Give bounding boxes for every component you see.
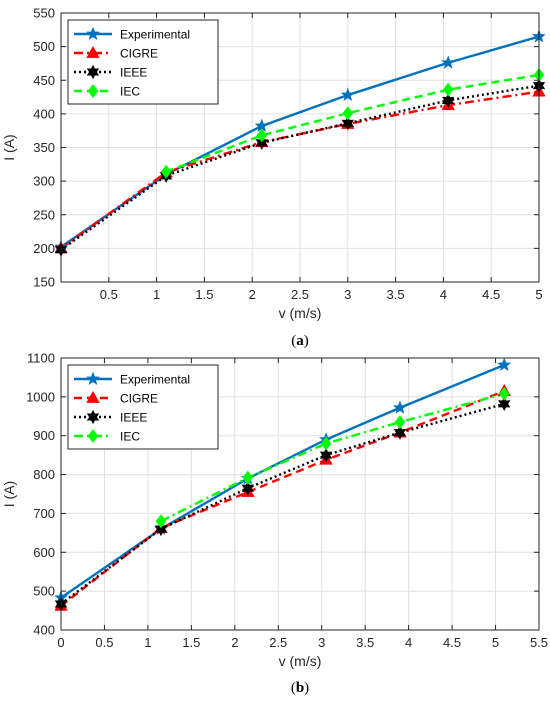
y-tick-label: 150 xyxy=(33,275,55,290)
y-axis-label: I (A) xyxy=(1,481,17,507)
series-line-iec xyxy=(165,73,540,173)
series-line-cigre xyxy=(60,389,505,607)
y-tick-label: 1100 xyxy=(27,351,55,366)
y-tick-label: 700 xyxy=(33,506,55,521)
legend-label-experimental: Experimental xyxy=(120,28,190,42)
legend-marker-iec xyxy=(87,429,99,443)
y-tick-label: 600 xyxy=(33,545,55,560)
data-point-experimental xyxy=(497,357,512,371)
data-point-ieee xyxy=(441,93,455,108)
legend-label-ieee: IEEE xyxy=(120,66,147,80)
legend-marker-ieee xyxy=(86,409,100,425)
x-tick-label: 2 xyxy=(249,287,256,302)
legend-label-cigre: CIGRE xyxy=(120,47,158,61)
x-tick-label: 1 xyxy=(153,287,160,302)
y-tick-label: 500 xyxy=(33,584,55,599)
chart-panel-a: 0.5 1 1.5 2 2.5 3 3.5 4 4.5 5 150 200 250 300 350 400 45… xyxy=(1,6,545,349)
x-tick-label: 2.5 xyxy=(291,287,309,302)
data-point-iec xyxy=(342,106,354,121)
y-tick-label: 400 xyxy=(33,106,55,121)
panel-caption: (a) xyxy=(291,333,309,349)
data-point-ieee xyxy=(393,425,407,440)
legend-marker-experimental xyxy=(86,371,100,385)
data-point-iec xyxy=(394,415,406,430)
legend-label-ieee: IEEE xyxy=(120,411,147,425)
data-point-ieee xyxy=(241,481,255,496)
y-tick-label: 400 xyxy=(33,623,55,638)
legend-marker-ieee xyxy=(86,64,100,80)
y-tick-label: 500 xyxy=(33,39,55,54)
data-point-iec xyxy=(256,128,268,143)
data-point-iec xyxy=(242,470,254,485)
y-tick-label: 200 xyxy=(33,241,55,256)
y-tick-label: 350 xyxy=(33,140,55,155)
series-line-cigre xyxy=(60,90,540,250)
data-point-ieee xyxy=(319,447,333,463)
y-tick-label: 900 xyxy=(33,428,55,443)
y-tick-label: 1000 xyxy=(26,389,55,404)
x-tick-label: 2 xyxy=(231,635,238,650)
x-tick-label: 3 xyxy=(318,635,325,650)
x-tick-label: 5 xyxy=(535,287,542,302)
legend: Experimental CIGRE IEEE IEC xyxy=(67,364,219,450)
legend-marker-experimental xyxy=(86,26,100,40)
data-point-iec xyxy=(498,386,510,401)
data-point-iec xyxy=(155,514,167,529)
legend-label-cigre: CIGRE xyxy=(120,392,158,406)
panel-label: b xyxy=(296,680,304,696)
panel-caption: (b) xyxy=(291,680,309,696)
data-point-iec xyxy=(442,82,454,97)
x-tick-label: 0.5 xyxy=(100,287,118,302)
y-tick-label: 800 xyxy=(33,467,55,482)
legend-label-iec: IEC xyxy=(120,85,140,99)
data-point-ieee xyxy=(341,116,354,131)
chart-panel-b: 0 0.5 1 1.5 2 2.5 3 3.5 4 4.5 5 5.5 400 500 600 700 800 9… xyxy=(1,351,548,697)
x-tick-label: 2.5 xyxy=(269,635,287,650)
x-tick-label: 3.5 xyxy=(387,287,405,302)
series-line-iec xyxy=(160,392,505,523)
series-group xyxy=(55,357,512,612)
series-line-ieee xyxy=(60,402,505,605)
y-axis-label: I (A) xyxy=(1,134,17,160)
legend-label-experimental: Experimental xyxy=(120,373,190,387)
y-tick-label: 450 xyxy=(33,73,55,88)
x-axis-label: v (m/s) xyxy=(279,305,322,321)
data-point-iec xyxy=(320,436,332,451)
data-point-experimental xyxy=(392,400,407,414)
x-tick-label: 5.5 xyxy=(530,635,548,650)
x-tick-label: 0.5 xyxy=(95,635,113,650)
legend: Experimental CIGRE IEEE IEC xyxy=(67,19,219,105)
x-tick-label: 4 xyxy=(440,287,447,302)
data-point-experimental xyxy=(340,87,355,101)
x-tick-label: 0 xyxy=(57,635,64,650)
x-tick-label: 4.5 xyxy=(443,635,461,650)
panel-label: a xyxy=(296,333,304,349)
data-point-ieee xyxy=(498,396,511,411)
series-line-ieee xyxy=(60,84,540,251)
data-point-ieee xyxy=(154,521,168,537)
x-axis-label: v (m/s) xyxy=(279,653,322,669)
data-point-experimental xyxy=(441,55,456,69)
x-tick-label: 1 xyxy=(144,635,151,650)
x-tick-label: 5 xyxy=(492,635,499,650)
legend-label-iec: IEC xyxy=(120,430,140,444)
x-tick-label: 1.5 xyxy=(195,287,213,302)
legend-marker-iec xyxy=(87,84,99,98)
legend-marker-cigre xyxy=(86,45,100,58)
data-point-iec xyxy=(160,164,172,179)
y-tick-label: 550 xyxy=(33,6,55,21)
y-tick-label: 250 xyxy=(33,207,55,222)
x-tick-label: 3 xyxy=(344,287,351,302)
legend-marker-cigre xyxy=(86,390,100,403)
series-line-experimental xyxy=(60,35,540,249)
x-tick-label: 4 xyxy=(405,635,412,650)
y-tick-label: 300 xyxy=(33,174,55,189)
x-tick-label: 3.5 xyxy=(356,635,374,650)
x-tick-label: 1.5 xyxy=(182,635,200,650)
axes-box xyxy=(60,357,540,631)
data-point-ieee xyxy=(255,135,268,150)
x-tick-label: 4.5 xyxy=(482,287,500,302)
